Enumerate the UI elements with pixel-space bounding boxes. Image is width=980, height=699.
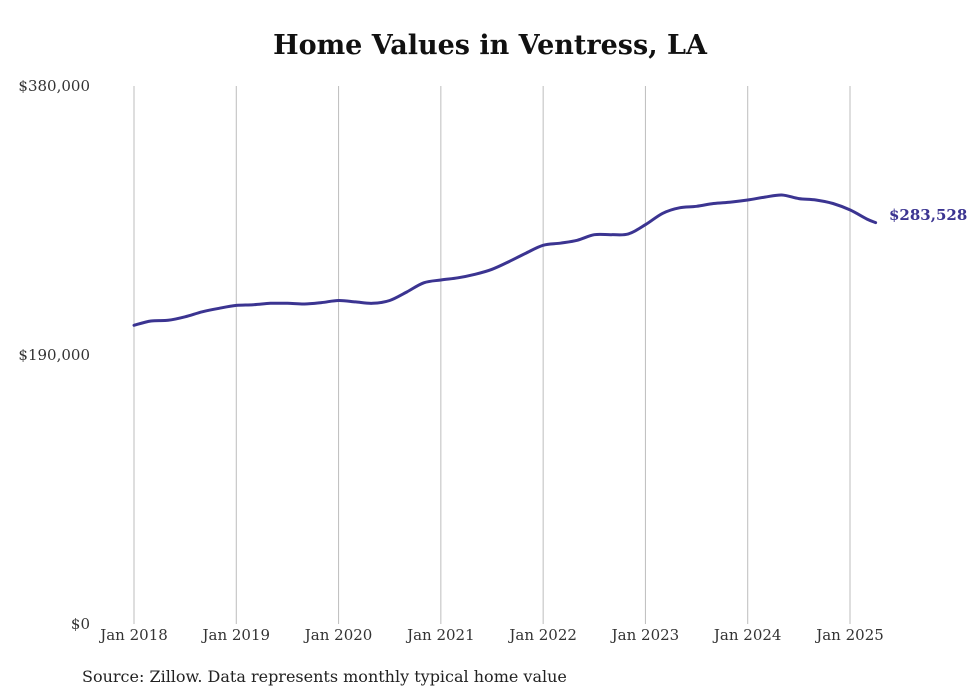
x-tick-label: Jan 2021 <box>405 626 475 644</box>
x-tick-label: Jan 2024 <box>712 626 782 644</box>
end-value-label: $283,528 <box>889 206 967 224</box>
x-tick-label: Jan 2019 <box>201 626 271 644</box>
x-tick-label: Jan 2025 <box>814 626 884 644</box>
x-tick-label: Jan 2018 <box>98 626 168 644</box>
chart-title: Home Values in Ventress, LA <box>273 30 707 61</box>
gridlines <box>133 86 851 624</box>
x-tick-label: Jan 2023 <box>610 626 680 644</box>
y-axis-tick-labels: $0 $190,000 $380,000 <box>18 77 90 633</box>
y-tick-label: $190,000 <box>18 346 90 364</box>
x-tick-label: Jan 2022 <box>507 626 577 644</box>
x-axis-tick-labels: Jan 2018 Jan 2019 Jan 2020 Jan 2021 Jan 2022… <box>98 626 884 644</box>
x-tick-label: Jan 2020 <box>303 626 373 644</box>
series-line <box>132 193 878 327</box>
y-tick-label: $380,000 <box>18 77 90 95</box>
source-note: Source: Zillow. Data represents monthly … <box>82 667 567 686</box>
y-tick-label: $0 <box>71 615 90 633</box>
